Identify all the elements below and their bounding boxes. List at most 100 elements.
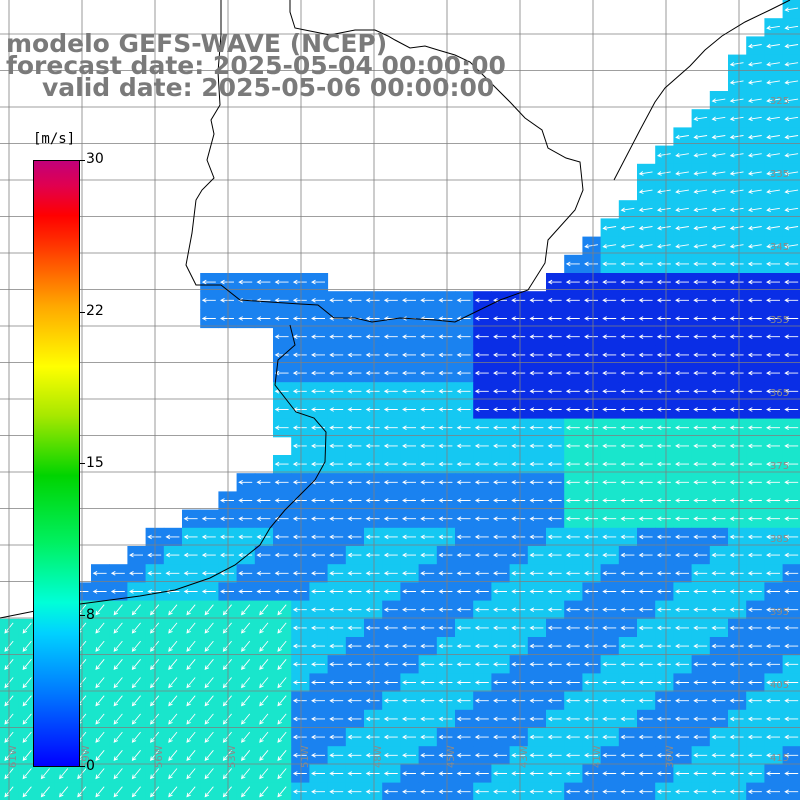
wind-arrow: [656, 334, 671, 339]
wind-arrow: [347, 334, 362, 339]
wind-arrow: [383, 370, 398, 376]
wind-arrow: [420, 534, 435, 540]
wind-arrow: [656, 370, 671, 376]
wind-arrow: [474, 643, 489, 649]
wind-arrow: [766, 516, 780, 521]
wind-arrow: [474, 552, 489, 558]
wind-arrow: [204, 640, 214, 652]
wind-arrow: [474, 698, 489, 703]
wind-arrow: [747, 370, 762, 376]
wind-arrow: [456, 771, 471, 776]
wind-arrow: [747, 643, 762, 649]
wind-arrow: [456, 461, 471, 467]
wind-arrow: [584, 480, 598, 485]
wind-arrow: [95, 731, 105, 743]
wind-arrow: [565, 789, 580, 794]
wind-arrow: [438, 480, 453, 485]
wind-arrow: [529, 680, 544, 685]
wind-arrow: [456, 298, 471, 303]
wind-arrow: [656, 443, 671, 449]
wind-arrow: [493, 698, 507, 703]
wind-arrow: [402, 607, 416, 612]
wind-arrow: [547, 334, 562, 339]
wind-arrow: [711, 698, 726, 703]
wind-arrow: [493, 771, 507, 776]
wind-arrow: [365, 753, 380, 758]
wind-arrow: [222, 640, 232, 652]
wind-arrow: [766, 207, 780, 213]
wind-arrow: [220, 589, 234, 594]
wind-arrow: [329, 334, 344, 339]
wind-arrow: [620, 734, 635, 740]
wind-arrow: [784, 589, 799, 594]
wind-arrow: [474, 516, 489, 521]
wind-arrow: [204, 713, 214, 725]
wind-arrow: [292, 571, 307, 576]
wind-arrow: [620, 625, 635, 631]
wind-arrow: [747, 407, 762, 412]
wind-arrow: [311, 571, 325, 576]
wind-arrow: [547, 643, 562, 649]
wind-arrow: [347, 789, 362, 794]
wind-arrow: [638, 279, 653, 285]
wind-arrow: [784, 225, 799, 231]
wind-arrow: [602, 516, 617, 521]
wind-arrow: [222, 677, 232, 689]
wind-arrow: [402, 552, 416, 558]
wind-arrow: [565, 662, 580, 667]
wind-arrow: [766, 116, 780, 122]
wind-arrow: [201, 298, 216, 303]
wind-arrow: [186, 768, 196, 780]
wind-arrow: [292, 298, 307, 303]
wind-arrow: [238, 279, 253, 285]
wind-arrow: [529, 625, 544, 631]
wind-arrow: [456, 334, 471, 339]
wind-arrow: [747, 134, 762, 140]
wind-arrow: [311, 334, 325, 339]
wind-arrow: [693, 734, 708, 740]
wind-arrow: [529, 352, 544, 358]
wind-arrow: [693, 516, 708, 521]
wind-arrow: [584, 771, 598, 776]
wind-arrow: [547, 352, 562, 358]
wind-arrow: [547, 589, 562, 594]
wind-arrow: [602, 480, 617, 485]
wind-arrow: [456, 370, 471, 376]
wind-arrow: [493, 480, 507, 485]
wind-arrow: [620, 316, 635, 321]
wind-arrow: [766, 625, 780, 631]
wind-arrow: [420, 461, 435, 467]
wind-arrow: [766, 407, 780, 412]
wind-arrow: [329, 425, 344, 430]
wind-arrow: [693, 389, 708, 394]
wind-arrow: [113, 604, 123, 616]
wind-arrow: [638, 789, 653, 794]
wind-arrow: [438, 298, 453, 303]
wind-arrow: [259, 622, 269, 634]
wind-arrow: [602, 498, 617, 503]
wind-arrow: [220, 279, 234, 285]
wind-arrow: [347, 716, 362, 722]
wind-arrow: [529, 698, 544, 703]
longitude-label: 61W: [8, 745, 19, 768]
wind-arrow: [22, 713, 32, 725]
wind-arrow: [383, 480, 398, 485]
wind-arrow: [747, 43, 762, 49]
wind-arrow: [259, 677, 269, 689]
wind-arrow: [638, 589, 653, 594]
wind-arrow: [747, 443, 762, 449]
wind-arrow: [383, 389, 398, 394]
wind-arrow: [347, 734, 362, 740]
wind-arrow: [565, 571, 580, 576]
wind-arrow: [347, 680, 362, 685]
wind-arrow: [766, 316, 780, 321]
wind-arrow: [438, 643, 453, 649]
wind-arrow: [693, 134, 708, 140]
wind-arrow: [383, 698, 398, 703]
wind-arrow: [602, 443, 617, 449]
wind-arrow: [256, 480, 271, 485]
wind-arrow: [638, 716, 653, 722]
wind-arrow: [511, 771, 526, 776]
forecast-date: forecast date: 2025-05-04 00:00:00: [6, 51, 506, 80]
